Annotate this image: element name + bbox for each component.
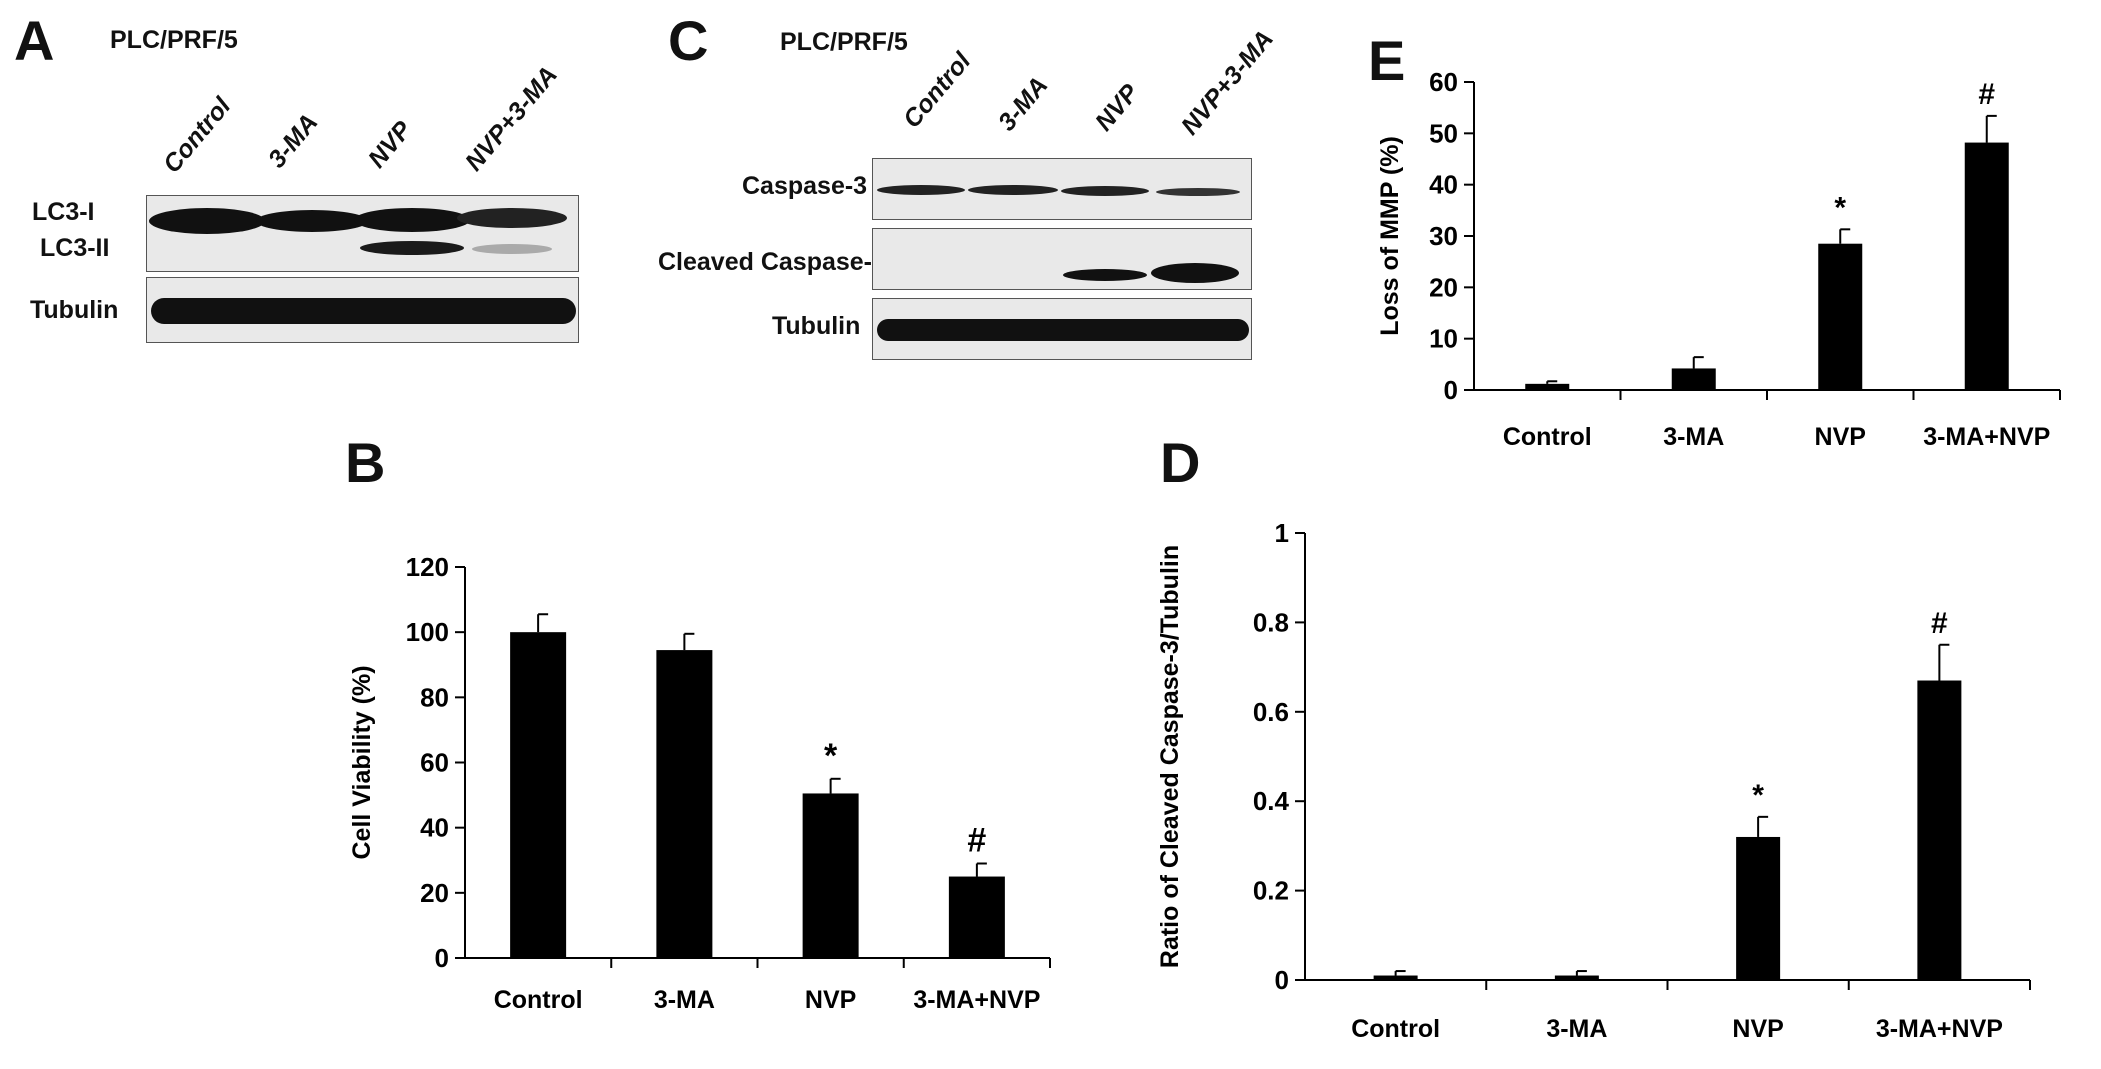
bar (1736, 836, 1781, 980)
bar (802, 793, 859, 958)
panel-c-blot-cleaved (872, 228, 1252, 290)
bar (510, 632, 567, 958)
x-category-label: Control (1503, 423, 1592, 451)
panel-letter-a: A (14, 9, 54, 72)
panel-a-row-lc3-2: LC3-II (40, 234, 110, 262)
panel-a-bands-lc3 (149, 208, 567, 255)
y-tick-label: 0 (435, 943, 449, 973)
bar (1818, 243, 1863, 390)
panel-letter-e: E (1368, 29, 1405, 92)
y-tick-label: 0.8 (1253, 607, 1289, 637)
panel-c-bands-caspase3 (877, 185, 1240, 196)
bar (1964, 142, 2009, 390)
y-tick-label: 60 (420, 748, 449, 778)
y-tick-label: 60 (1429, 67, 1458, 97)
y-axis-label: Cell Viability (%) (348, 665, 376, 859)
panel-a-lane-nvp-3ma: NVP+3-MA (459, 60, 563, 177)
panel-letter-d: D (1160, 431, 1200, 494)
bar (1671, 368, 1716, 390)
bar (1373, 975, 1418, 980)
chart-d-cleaved-caspase-ratio: 0 0.2 0.4 0.6 0.8 1 Control 3-MA * NVP #3-MA+NVP Ra… (1156, 518, 2031, 1043)
y-tick-label: 0 (1275, 965, 1289, 995)
x-category-label: 3-MA (1546, 1015, 1607, 1043)
y-tick-label: 40 (1429, 170, 1458, 200)
x-category-label: Control (1351, 1015, 1440, 1043)
y-tick-label: 0.6 (1253, 697, 1289, 727)
panel-a-cell-line: PLC/PRF/5 (110, 26, 238, 54)
significance-mark: * (1752, 779, 1764, 812)
panel-a-blot-tubulin (146, 277, 579, 343)
x-category-label: 3-MA (654, 986, 715, 1014)
panel-c-lane-nvp: NVP (1089, 78, 1145, 137)
x-category-label: Control (494, 986, 583, 1014)
x-category-label: NVP (805, 986, 856, 1014)
y-axis-label: Loss of MMP (%) (1376, 136, 1404, 336)
y-tick-label: 30 (1429, 221, 1458, 251)
x-category-label: 3-MA+NVP (1923, 423, 2050, 451)
y-tick-label: 100 (406, 617, 449, 647)
x-category-label: NVP (1815, 423, 1866, 451)
x-category-label: 3-MA+NVP (913, 986, 1040, 1014)
x-category-label: 3-MA+NVP (1876, 1015, 2003, 1043)
y-tick-label: 0 (1444, 375, 1458, 405)
y-tick-label: 0.2 (1253, 876, 1289, 906)
panel-a-lane-3ma: 3-MA (262, 108, 324, 174)
panel-c-cell-line: PLC/PRF/5 (780, 28, 908, 56)
y-tick-label: 50 (1429, 118, 1458, 148)
panel-a-lane-nvp: NVP (362, 115, 418, 174)
panel-letter-b: B (345, 431, 385, 494)
y-tick-label: 20 (1429, 272, 1458, 302)
chart-b-cell-viability: 0 20 40 60 80 100 120 Control 3-MA * NVP #3-MA+NVP C… (348, 552, 1051, 1014)
y-tick-label: 10 (1429, 324, 1458, 354)
panel-c-blot-tubulin (872, 298, 1252, 360)
panel-a-lane-control: Control (157, 92, 237, 179)
y-tick-label: 0.4 (1253, 786, 1290, 816)
y-tick-label: 40 (420, 813, 449, 843)
bar (1525, 383, 1570, 390)
panel-a-row-tubulin: Tubulin (30, 296, 119, 324)
panel-a-row-lc3-1: LC3-I (32, 198, 95, 226)
y-tick-label: 1 (1275, 518, 1289, 548)
x-category-label: 3-MA (1663, 423, 1724, 451)
significance-mark: # (1978, 78, 1995, 111)
bar (656, 650, 713, 958)
panel-c-row-cleaved-caspase3: Cleaved Caspase-3 (658, 248, 886, 276)
significance-mark: * (824, 737, 838, 775)
bar (1554, 975, 1599, 980)
y-tick-label: 80 (420, 682, 449, 712)
x-category-label: NVP (1732, 1015, 1783, 1043)
significance-mark: # (1931, 607, 1948, 640)
panel-c-lane-3ma: 3-MA (992, 71, 1054, 137)
panel-c-lane-nvp-3ma: NVP+3-MA (1175, 24, 1279, 141)
panel-c-row-caspase3: Caspase-3 (742, 172, 868, 200)
panel-a-bands-tubulin (151, 298, 576, 324)
panel-c-row-tubulin: Tubulin (772, 312, 861, 340)
panel-c-lane-control: Control (897, 47, 977, 134)
significance-mark: * (1834, 191, 1846, 224)
y-axis-label: Ratio of Cleaved Caspase-3/Tubulin (1156, 545, 1184, 968)
y-tick-label: 120 (406, 552, 449, 582)
panel-c-blot-caspase3 (872, 158, 1252, 220)
bar (1917, 680, 1962, 980)
panel-letter-c: C (668, 9, 708, 72)
significance-mark: # (967, 822, 986, 860)
chart-e-loss-of-mmp: 0 10 20 30 40 50 60 Control 3-MA * NVP #3-MA+NVP Los… (1376, 67, 2061, 451)
y-tick-label: 20 (420, 878, 449, 908)
panel-c-bands-cleaved (1063, 263, 1239, 283)
panel-a-blot-lc3 (146, 195, 579, 272)
bar (948, 876, 1005, 958)
panel-c-bands-tubulin (877, 319, 1249, 341)
